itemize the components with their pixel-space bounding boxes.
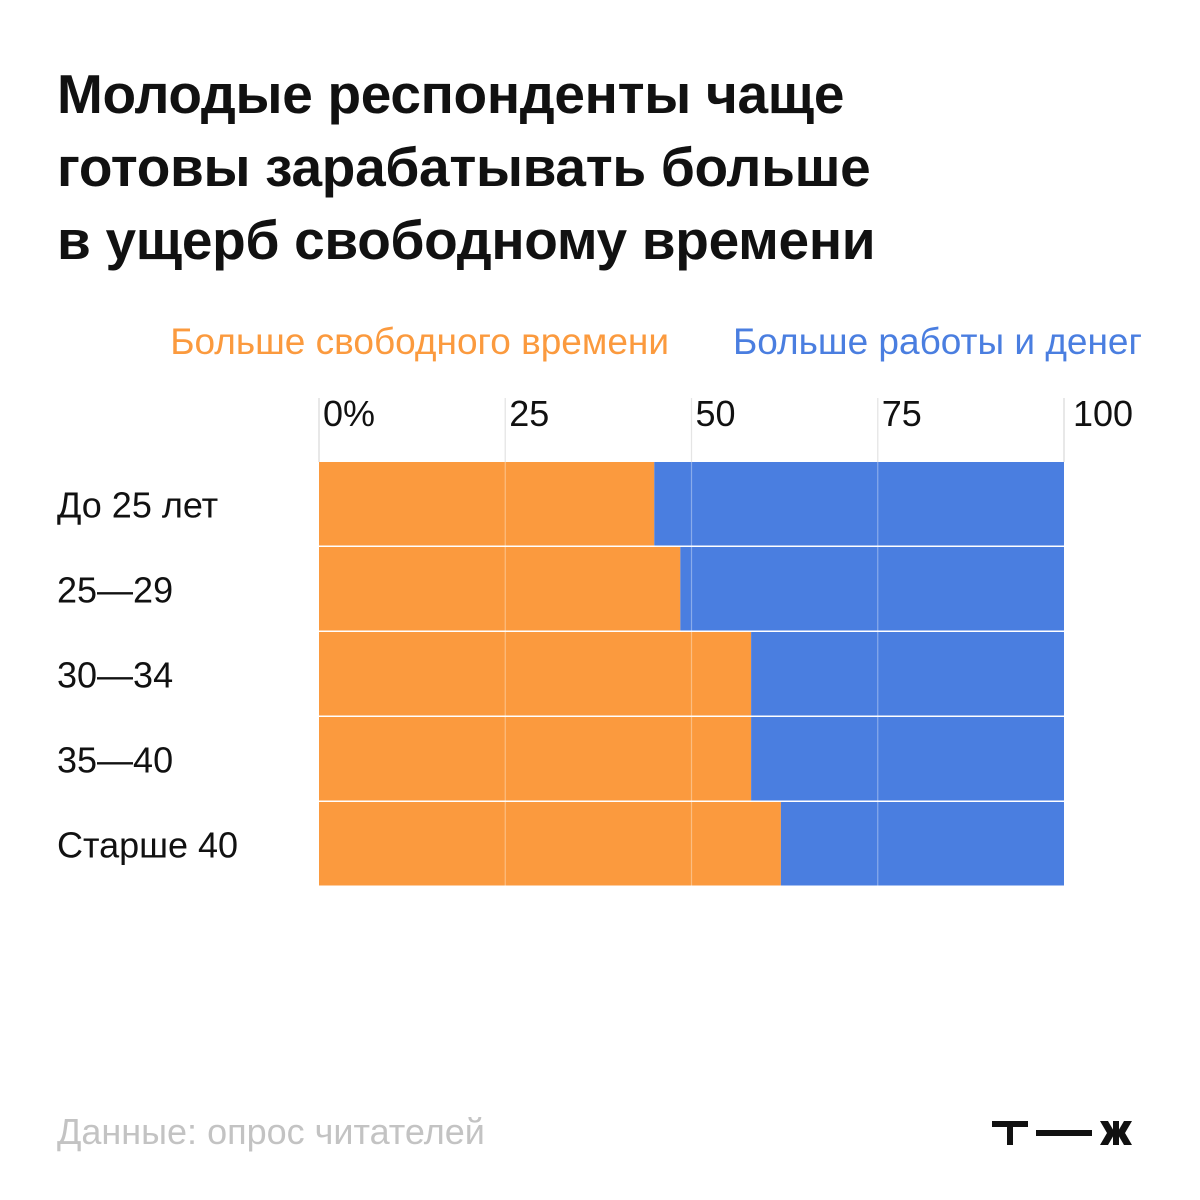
tick-label-4: 100	[1073, 393, 1133, 434]
legend-free-time: Больше свободного времени	[170, 321, 669, 362]
bars-layer	[319, 462, 1064, 886]
title-line-2: готовы зарабатывать больше	[57, 136, 871, 198]
tj-logo	[992, 1121, 1132, 1145]
bar-work-money-2	[751, 632, 1064, 716]
bar-work-money-0	[654, 462, 1064, 546]
category-label-2: 30—34	[57, 655, 173, 696]
bar-work-money-1	[680, 547, 1064, 631]
tick-label-0: 0%	[323, 393, 375, 434]
category-label-0: До 25 лет	[57, 485, 218, 526]
bar-free-time-2	[319, 632, 752, 716]
category-label-1: 25—29	[57, 570, 173, 611]
legend-work-money: Больше работы и денег	[732, 321, 1142, 362]
category-label-3: 35—40	[57, 740, 173, 781]
category-label-4: Старше 40	[57, 825, 238, 866]
tick-label-1: 25	[509, 393, 549, 434]
bar-work-money-3	[751, 717, 1064, 801]
stacked-bar-chart: 0% 25 50 75 100 До 25 лет 25—29 30—34 35—40 Стар…	[57, 393, 1133, 887]
bar-free-time-0	[319, 462, 655, 546]
bar-free-time-3	[319, 717, 752, 801]
chart-title: Молодые респонденты чаще готовы зарабаты…	[57, 58, 1057, 277]
bar-work-money-4	[780, 802, 1064, 886]
grid-layer	[318, 398, 1065, 887]
category-labels-layer: До 25 лет 25—29 30—34 35—40 Старше 40	[57, 485, 238, 866]
title-line-1: Молодые респонденты чаще	[57, 63, 845, 125]
bar-free-time-1	[319, 547, 681, 631]
source-note: Данные: опрос читателей	[57, 1111, 485, 1152]
tick-label-3: 75	[882, 393, 922, 434]
tick-labels-layer: 0% 25 50 75 100	[323, 393, 1133, 434]
title-line-3: в ущерб свободному времени	[57, 209, 876, 271]
bar-free-time-4	[319, 802, 781, 886]
tick-label-2: 50	[696, 393, 736, 434]
